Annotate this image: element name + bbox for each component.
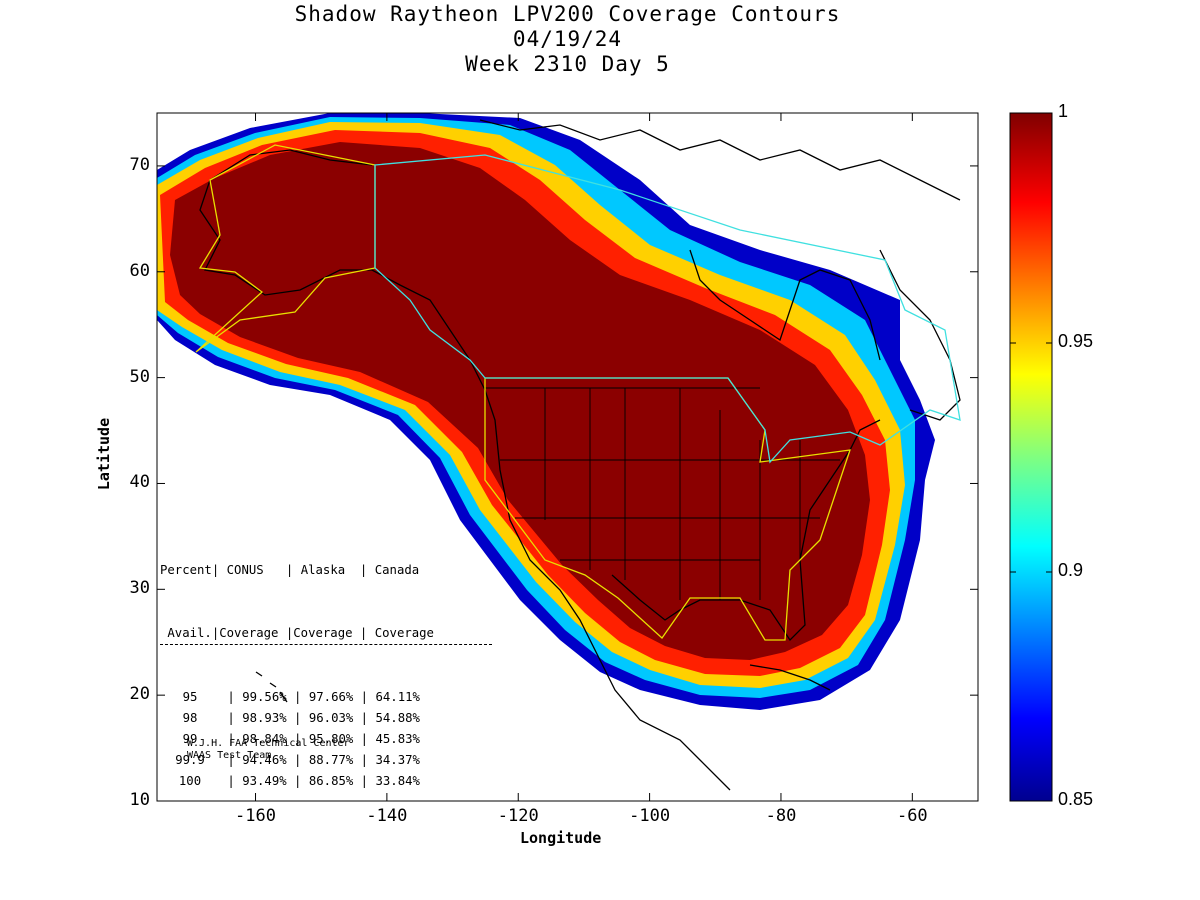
cell-separator: | <box>220 774 243 788</box>
table-row: 98 | 98.93% | 96.03% | 54.88% <box>160 708 492 729</box>
x-axis-ticks <box>255 113 913 801</box>
cell-percent: 99 <box>182 732 198 746</box>
cell-separator: | <box>220 753 243 767</box>
conus-boundary <box>484 377 851 641</box>
colorbar-ticks <box>1010 342 1052 573</box>
x-tick-label: -160 <box>235 806 276 826</box>
cell-separator: | <box>353 732 376 746</box>
gulf-coast <box>611 419 881 642</box>
y-tick-label: 30 <box>129 578 150 599</box>
colorbar-label-095: 0.95 <box>1058 331 1094 351</box>
cell-conus: 99.56% <box>242 690 287 704</box>
table-header-2: Avail.|Coverage |Coverage | Coverage <box>160 623 492 645</box>
table-row: 99 | 98.84% | 95.80% | 45.83% <box>160 729 492 750</box>
colorbar-label-085: 0.85 <box>1058 789 1094 809</box>
table-row: 99.9 | 94.46% | 88.77% | 34.37% <box>160 750 492 771</box>
pacific-coast <box>469 359 731 791</box>
cell-separator: | <box>353 690 376 704</box>
cell-alaska: 86.85% <box>308 774 354 788</box>
x-tick-label: -100 <box>629 806 671 826</box>
cell-separator: | <box>286 690 309 704</box>
cell-conus: 94.46% <box>242 753 287 767</box>
hawaii <box>255 671 288 703</box>
y-tick-label: 70 <box>129 154 150 175</box>
cell-percent: 95 <box>182 690 198 704</box>
cell-separator: | <box>286 774 309 788</box>
cell-canada: 33.84% <box>375 774 420 788</box>
y-tick-label: 40 <box>129 472 150 493</box>
cell-conus: 98.84% <box>242 732 287 746</box>
cell-separator: | <box>353 753 376 767</box>
cell-alaska: 97.66% <box>308 690 354 704</box>
x-tick-label: -80 <box>765 806 797 826</box>
contour-1 <box>170 142 870 660</box>
colorbar-label-09: 0.9 <box>1058 560 1084 580</box>
cell-conus: 93.49% <box>242 774 287 788</box>
cell-alaska: 88.77% <box>308 753 354 767</box>
coverage-stats-table: Percent| CONUS | Alaska | Canada Avail.|… <box>160 518 492 813</box>
cell-percent: 100 <box>178 774 202 788</box>
cell-separator: | <box>286 732 309 746</box>
y-tick-label: 60 <box>129 260 150 281</box>
coverage-contours <box>157 113 935 710</box>
plot-frame <box>156 112 979 802</box>
x-tick-label: -120 <box>497 806 539 826</box>
alaska-coast <box>199 149 471 361</box>
chart-title-line2: 04/19/24 <box>512 27 623 51</box>
y-axis-ticks <box>157 165 978 802</box>
cell-separator: | <box>286 753 309 767</box>
cell-canada: 34.37% <box>375 753 420 767</box>
colorbar-label-1: 1 <box>1058 101 1069 121</box>
cell-canada: 45.83% <box>375 732 420 746</box>
y-axis-label: Latitude <box>95 417 114 491</box>
colorbar <box>1009 112 1053 802</box>
x-tick-label: -140 <box>366 806 408 826</box>
cell-canada: 54.88% <box>375 711 420 725</box>
cell-percent: 99.9 <box>175 753 205 767</box>
table-row: 100 | 93.49% | 86.85% | 33.84% <box>160 771 492 792</box>
x-axis-label: Longitude <box>520 829 602 847</box>
arctic-islands <box>479 119 961 201</box>
caribbean-islands <box>749 664 831 691</box>
canada-boundary <box>374 154 961 464</box>
y-tick-label: 10 <box>129 790 150 810</box>
y-tick-label: 50 <box>129 366 150 387</box>
hudson-bay-coast <box>689 249 881 361</box>
cell-canada: 64.11% <box>375 690 420 704</box>
cell-separator: | <box>220 690 243 704</box>
cell-conus: 98.93% <box>242 711 287 725</box>
cell-separator: | <box>353 711 376 725</box>
credit-text: W.J.H. FAA Technical Center WAAS Test Tea… <box>187 738 350 761</box>
cell-separator: | <box>220 711 243 725</box>
alaska-boundary <box>195 144 376 353</box>
cell-alaska: 95.80% <box>308 732 354 746</box>
table-header-1: Percent| CONUS | Alaska | Canada <box>160 563 420 577</box>
state-borders <box>485 387 840 600</box>
y-tick-label: 20 <box>129 684 150 705</box>
cell-separator: | <box>220 732 243 746</box>
cell-alaska: 96.03% <box>308 711 354 725</box>
table-row: 95 | 99.56% | 97.66% | 64.11% <box>160 687 492 708</box>
chart-title-line3: Week 2310 Day 5 <box>465 52 670 76</box>
cell-separator: | <box>286 711 309 725</box>
cell-separator: | <box>353 774 376 788</box>
chart-title-line1: Shadow Raytheon LPV200 Coverage Contours <box>294 2 841 26</box>
x-tick-label: -60 <box>896 806 928 826</box>
cell-percent: 98 <box>182 711 198 725</box>
